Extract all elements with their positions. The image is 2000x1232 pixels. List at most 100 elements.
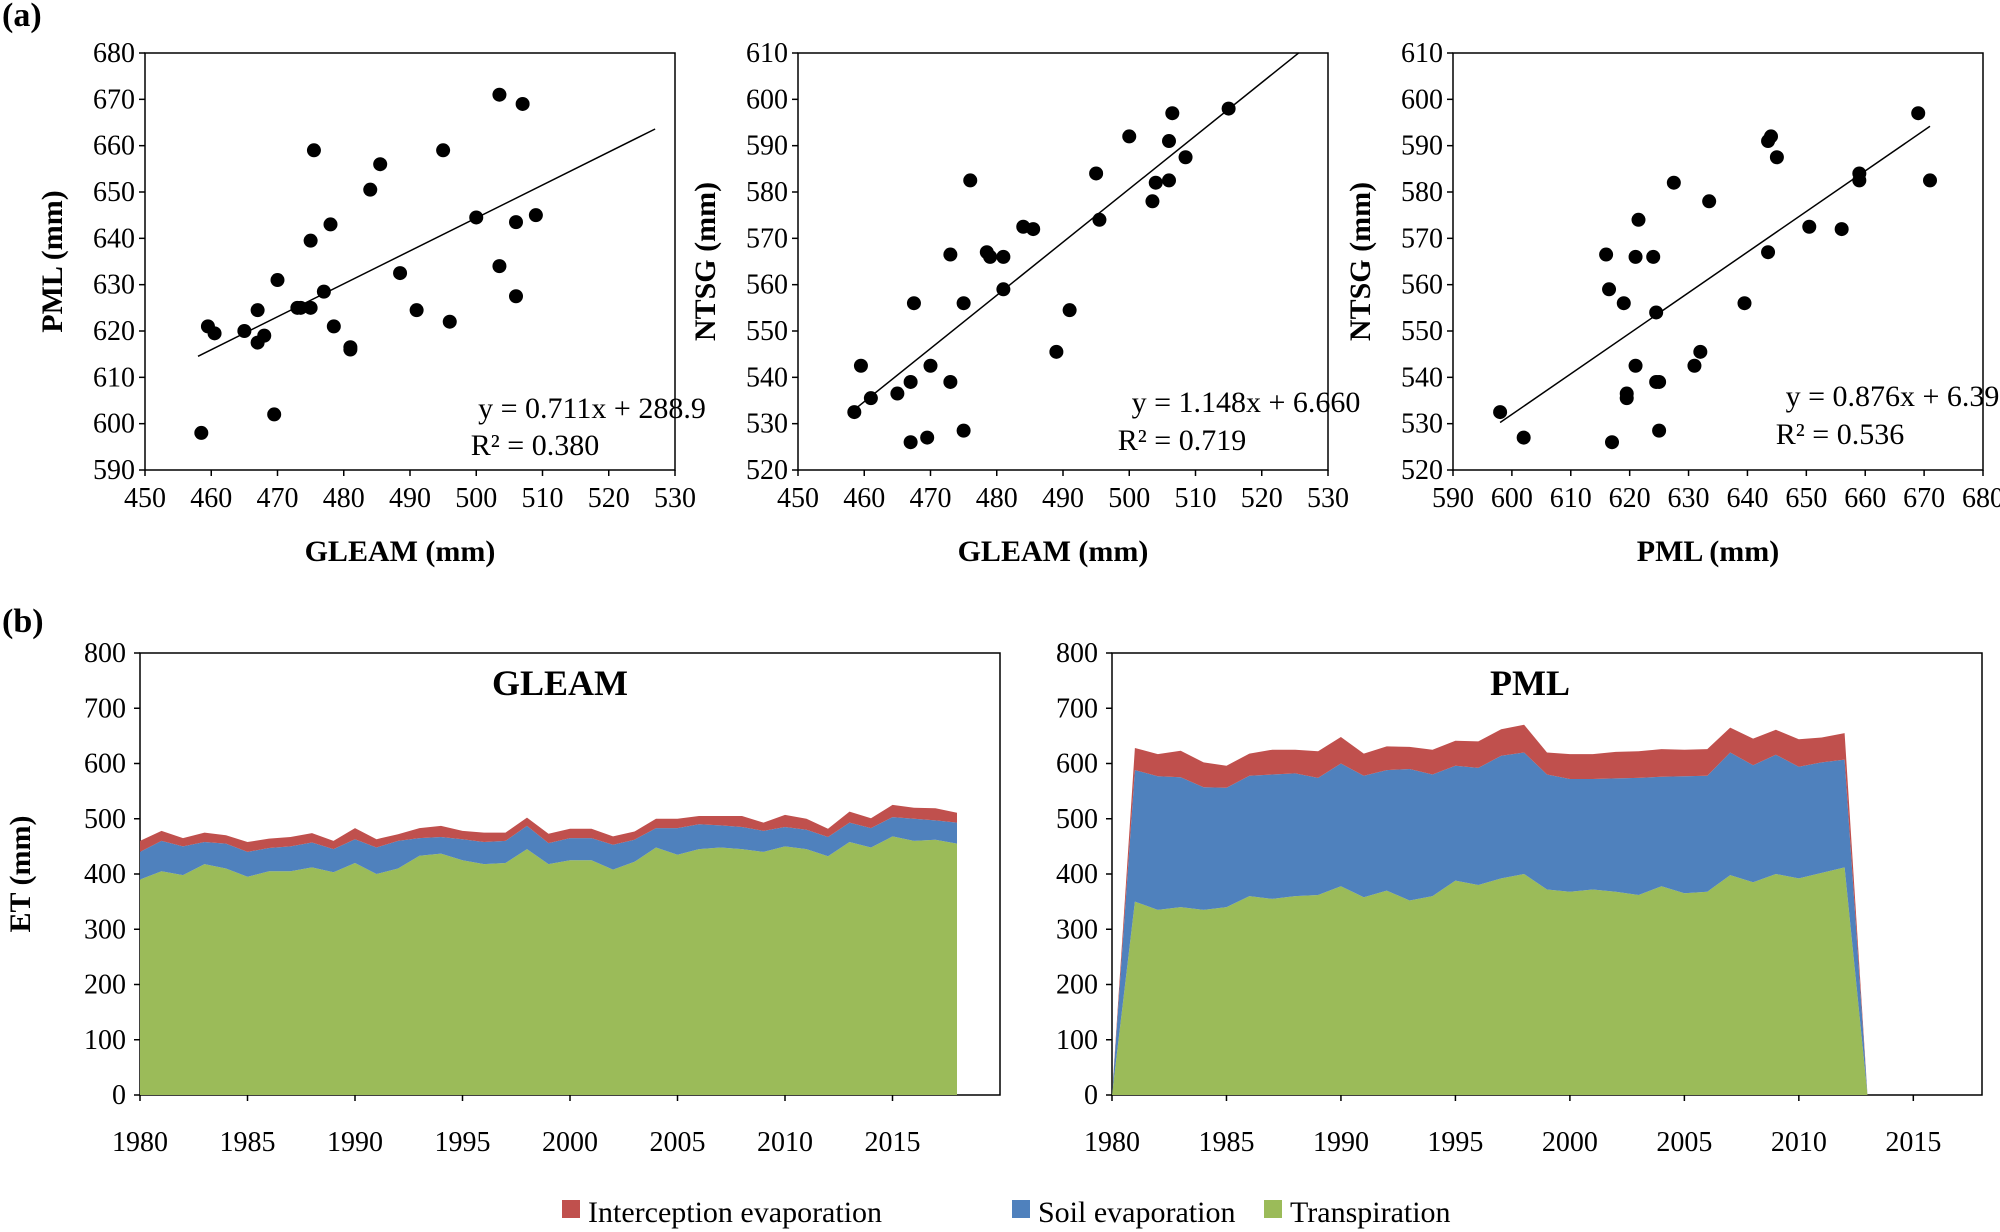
data-point (323, 217, 338, 232)
data-point (303, 233, 318, 248)
data-point (1769, 150, 1784, 165)
x-tick-label: 530 (1307, 483, 1349, 514)
data-point (270, 273, 285, 288)
legend-swatch-interception (562, 1200, 580, 1218)
data-point (943, 374, 958, 389)
x-tick-label: 1990 (327, 1127, 383, 1158)
area-interception-evaporation (1112, 724, 1868, 1095)
x-tick-label: 1980 (112, 1127, 168, 1158)
data-point (847, 405, 862, 420)
data-point (509, 289, 523, 304)
y-axis-label: NTSG (mm) (1344, 182, 1377, 341)
data-point (1834, 222, 1849, 237)
x-tick-label: 2015 (1885, 1127, 1941, 1158)
x-tick-label: 480 (976, 483, 1018, 514)
x-tick-label: 510 (522, 483, 564, 514)
x-tick-label: 610 (1550, 483, 1592, 514)
x-tick-label: 2010 (1771, 1127, 1827, 1158)
data-point (316, 284, 331, 299)
regression-equation: y = 1.148x + 6.660 (1132, 386, 1361, 419)
x-tick-label: 1995 (435, 1127, 491, 1158)
data-point (373, 157, 388, 172)
x-tick-label: 2000 (1542, 1127, 1598, 1158)
data-point (1178, 150, 1193, 165)
x-tick-label: 640 (1726, 483, 1768, 514)
y-tick-label: 700 (1056, 693, 1098, 724)
y-tick-label: 520 (746, 455, 788, 486)
x-tick-label: 2005 (650, 1127, 706, 1158)
x-tick-label: 520 (588, 483, 630, 514)
y-tick-label: 500 (84, 804, 126, 835)
chart-title: PML (1490, 663, 1570, 703)
data-point (956, 296, 971, 311)
x-tick-label: 500 (1108, 483, 1150, 514)
data-point (1737, 296, 1752, 311)
y-tick-label: 570 (746, 223, 788, 254)
data-point (1602, 282, 1617, 297)
y-tick-label: 620 (93, 316, 135, 347)
legend-label-transpiration: Transpiration (1290, 1196, 1451, 1229)
y-tick-label: 550 (746, 316, 788, 347)
data-point (267, 407, 282, 422)
y-tick-label: 100 (1056, 1025, 1098, 1056)
x-tick-label: 1985 (220, 1127, 276, 1158)
data-point (492, 87, 507, 102)
y-tick-label: 400 (1056, 859, 1098, 890)
data-point (1092, 212, 1107, 227)
x-tick-label: 2000 (542, 1127, 598, 1158)
data-point (906, 296, 921, 311)
data-point (903, 435, 918, 450)
y-tick-label: 650 (93, 177, 135, 208)
y-tick-label: 580 (1401, 177, 1443, 208)
data-point (1923, 173, 1937, 188)
r-squared-label: R² = 0.380 (471, 429, 599, 462)
legend: Interception evaporation Soil evaporatio… (562, 1196, 1451, 1229)
data-point (963, 173, 978, 188)
y-tick-label: 800 (1056, 638, 1098, 669)
data-point (442, 314, 457, 329)
y-tick-label: 300 (1056, 914, 1098, 945)
y-tick-label: 400 (84, 859, 126, 890)
data-point (1493, 405, 1508, 420)
y-tick-label: 550 (1401, 316, 1443, 347)
regression-equation: y = 0.876x + 6.395 (1786, 380, 2000, 413)
x-tick-label: 1985 (1198, 1127, 1254, 1158)
x-tick-label: 500 (455, 483, 497, 514)
y-tick-label: 540 (1401, 362, 1443, 393)
data-point (1616, 296, 1631, 311)
x-tick-label: 2010 (757, 1127, 813, 1158)
data-point (515, 96, 530, 111)
x-tick-label: 1980 (1084, 1127, 1140, 1158)
x-tick-label: 600 (1491, 483, 1533, 514)
x-tick-label: 450 (777, 483, 819, 514)
x-tick-label: 470 (910, 483, 952, 514)
data-point (1145, 194, 1160, 209)
y-tick-label: 570 (1401, 223, 1443, 254)
y-tick-label: 800 (84, 638, 126, 669)
data-point (528, 208, 543, 223)
y-tick-label: 520 (1401, 455, 1443, 486)
data-point (1802, 219, 1817, 234)
data-point (996, 282, 1011, 297)
data-point (1652, 423, 1667, 438)
data-point (1631, 212, 1646, 227)
legend-label-interception: Interception evaporation (588, 1196, 882, 1229)
data-point (363, 182, 378, 197)
area-transpiration (140, 836, 957, 1095)
y-tick-label: 580 (746, 177, 788, 208)
y-tick-label: 590 (746, 131, 788, 162)
data-point (943, 247, 958, 262)
x-tick-label: 1990 (1313, 1127, 1369, 1158)
data-point (903, 374, 918, 389)
data-point (492, 259, 507, 274)
y-tick-label: 0 (112, 1080, 126, 1111)
scatter-pml-vs-ntsg: 590 600 610 620 630 640 650 660 670 680 520 530 540 5… (1344, 38, 2000, 568)
x-tick-label: 630 (1668, 483, 1710, 514)
data-point (1646, 249, 1661, 264)
scatter-gleam-vs-ntsg: 450 460 470 480 490 500 510 520 530 520 530 540 550 5… (689, 38, 1360, 568)
data-point (237, 324, 252, 338)
y-axis-label: ET (mm) (4, 816, 37, 933)
y-tick-label: 200 (84, 970, 126, 1001)
x-tick-label: 480 (323, 483, 365, 514)
